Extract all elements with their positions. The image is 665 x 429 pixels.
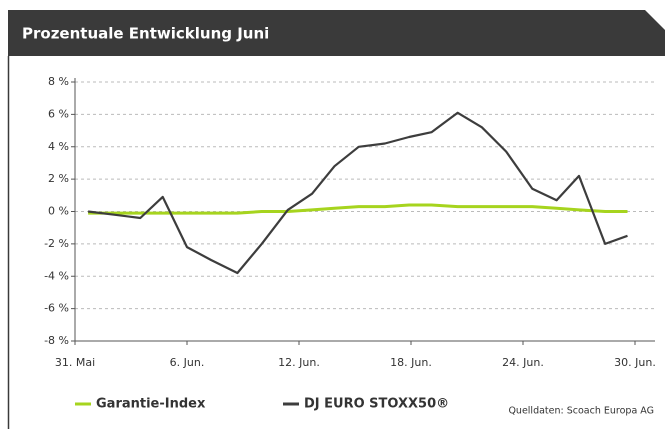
- x-tick-label: 24. Jun.: [502, 356, 544, 369]
- x-tick-label: 30. Jun.: [614, 356, 656, 369]
- x-tick-label: 6. Jun.: [170, 356, 205, 369]
- legend-label: DJ EURO STOXX50®: [304, 397, 449, 412]
- series-line: [88, 203, 628, 215]
- chart-title: Prozentuale Entwicklung Juni: [22, 25, 269, 43]
- y-tick-label: -6 %: [44, 302, 69, 315]
- y-tick-label: 8 %: [48, 75, 69, 88]
- y-tick-label: 0 %: [48, 205, 69, 218]
- series-line: [87, 111, 628, 275]
- y-tick-label: -4 %: [44, 269, 69, 282]
- source-note: Quelldaten: Scoach Europa AG: [508, 406, 654, 417]
- y-tick-label: -8 %: [44, 334, 69, 347]
- y-tick-label: 6 %: [48, 107, 69, 120]
- y-tick-label: -2 %: [44, 237, 69, 250]
- y-tick-label: 4 %: [48, 140, 69, 153]
- x-tick-label: 18. Jun.: [390, 356, 432, 369]
- header-bar: [8, 10, 665, 56]
- x-tick-label: 31. Mai: [55, 356, 95, 369]
- legend-label: Garantie-Index: [96, 397, 206, 412]
- y-tick-label: 2 %: [48, 172, 69, 185]
- x-tick-label: 12. Jun.: [278, 356, 320, 369]
